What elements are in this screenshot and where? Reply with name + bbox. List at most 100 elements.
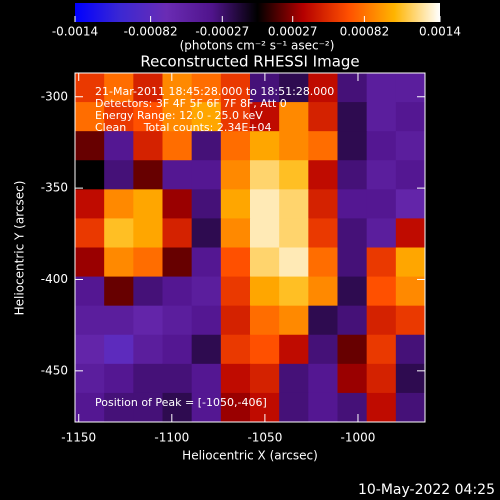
heatmap-cell [366, 392, 397, 423]
y-tick-label: -300 [41, 89, 68, 103]
heatmap-cell [104, 305, 134, 336]
heatmap-cell [279, 218, 309, 248]
heatmap-cell [133, 73, 163, 103]
heatmap-cell [133, 334, 163, 365]
heatmap-cell [133, 160, 163, 190]
heatmap-cell [250, 334, 280, 365]
heatmap-cell [104, 334, 134, 365]
colorbar-label: (photons cm⁻² s⁻¹ asec⁻²) [180, 39, 335, 53]
heatmap-cell [337, 305, 368, 336]
heatmap-cell [133, 189, 163, 219]
y-tick-label: -350 [41, 181, 68, 195]
heatmap-cell [104, 160, 134, 190]
heatmap-cell [133, 102, 163, 132]
heatmap-cell [133, 247, 163, 278]
heatmap-cell [395, 73, 426, 103]
heatmap-cell [395, 102, 426, 132]
heatmap-cell [220, 276, 251, 307]
heatmap-cell [366, 102, 397, 132]
heatmap-cell [162, 160, 193, 190]
heatmap-cell [308, 160, 338, 190]
heatmap-cell [75, 218, 105, 248]
heatmap-cell [191, 73, 222, 103]
heatmap-cell [250, 189, 280, 219]
heatmap-cell [308, 392, 338, 423]
heatmap-cell [162, 218, 193, 248]
heatmap-cell [133, 305, 163, 336]
heatmap-cell [395, 189, 426, 219]
heatmap-cell [250, 160, 280, 190]
heatmap-cell [220, 73, 251, 103]
y-tick-label: -450 [41, 363, 68, 377]
heatmap-cell [279, 102, 309, 132]
x-tick-label: -1100 [154, 431, 189, 445]
heatmap-cell [337, 73, 368, 103]
heatmap-cell [366, 334, 397, 365]
annotation: Detectors: 3F 4F 5F 6F 7F 8F, Att 0 [95, 97, 287, 110]
heatmap-cell [220, 131, 251, 161]
annotation: 21-Mar-2011 18:45:28.000 to 18:51:28.000 [95, 85, 334, 98]
heatmap-cell [162, 305, 193, 336]
heatmap-cell [75, 160, 105, 190]
annotation: Clean Total counts: 2.34E+04 [95, 121, 272, 134]
heatmap-cell [191, 218, 222, 248]
y-tick-label: -400 [41, 272, 68, 286]
heatmap-cell [337, 131, 368, 161]
heatmap-cell [250, 305, 280, 336]
heatmap-cell [308, 363, 338, 394]
heatmap-cell [191, 363, 222, 394]
heatmap-cell [366, 305, 397, 336]
heatmap-cell [220, 363, 251, 394]
heatmap-cell [162, 73, 193, 103]
heatmap-cell [104, 131, 134, 161]
heatmap-cell [75, 305, 105, 336]
heatmap-cell [279, 305, 309, 336]
heatmap-cell [191, 276, 222, 307]
heatmap-cell [75, 392, 105, 423]
heatmap-cell [250, 363, 280, 394]
heatmap-cell [191, 102, 222, 132]
heatmap-cell [337, 392, 368, 423]
heatmap-cell [308, 218, 338, 248]
heatmap-cell [250, 247, 280, 278]
heatmap-cell [337, 189, 368, 219]
heatmap-cell [337, 218, 368, 248]
heatmap-cell [133, 131, 163, 161]
heatmap-cell [366, 363, 397, 394]
colorbar [75, 3, 440, 22]
heatmap-cell [279, 189, 309, 219]
heatmap-cell [395, 218, 426, 248]
heatmap-cell [308, 189, 338, 219]
heatmap-cell [395, 392, 426, 423]
heatmap-cell [191, 247, 222, 278]
heatmap-cell [366, 131, 397, 161]
heatmap-cell [75, 131, 105, 161]
heatmap-cell [75, 334, 105, 365]
heatmap-cell [133, 392, 163, 423]
heatmap-cell [366, 247, 397, 278]
heatmap-cell [279, 131, 309, 161]
heatmap-cell [162, 276, 193, 307]
heatmap-cell [104, 392, 134, 423]
heatmap-cell [191, 160, 222, 190]
heatmap-cell [191, 189, 222, 219]
annotation: Energy Range: 12.0 - 25.0 keV [95, 109, 263, 122]
heatmap-cell [250, 102, 280, 132]
heatmap-cell [104, 363, 134, 394]
heatmap-cell [308, 131, 338, 161]
heatmap-cell [75, 73, 105, 103]
heatmap-cell [104, 189, 134, 219]
heatmap-cell [191, 334, 222, 365]
heatmap-cell [104, 247, 134, 278]
heatmap [75, 73, 426, 423]
heatmap-cell [308, 73, 338, 103]
x-tick-label: -1000 [341, 431, 376, 445]
heatmap-cell [191, 305, 222, 336]
heatmap-cell [162, 189, 193, 219]
heatmap-cell [279, 276, 309, 307]
heatmap-cell [75, 276, 105, 307]
heatmap-cell [133, 363, 163, 394]
heatmap-cell [366, 189, 397, 219]
heatmap-cell [104, 102, 134, 132]
heatmap-cell [395, 247, 426, 278]
